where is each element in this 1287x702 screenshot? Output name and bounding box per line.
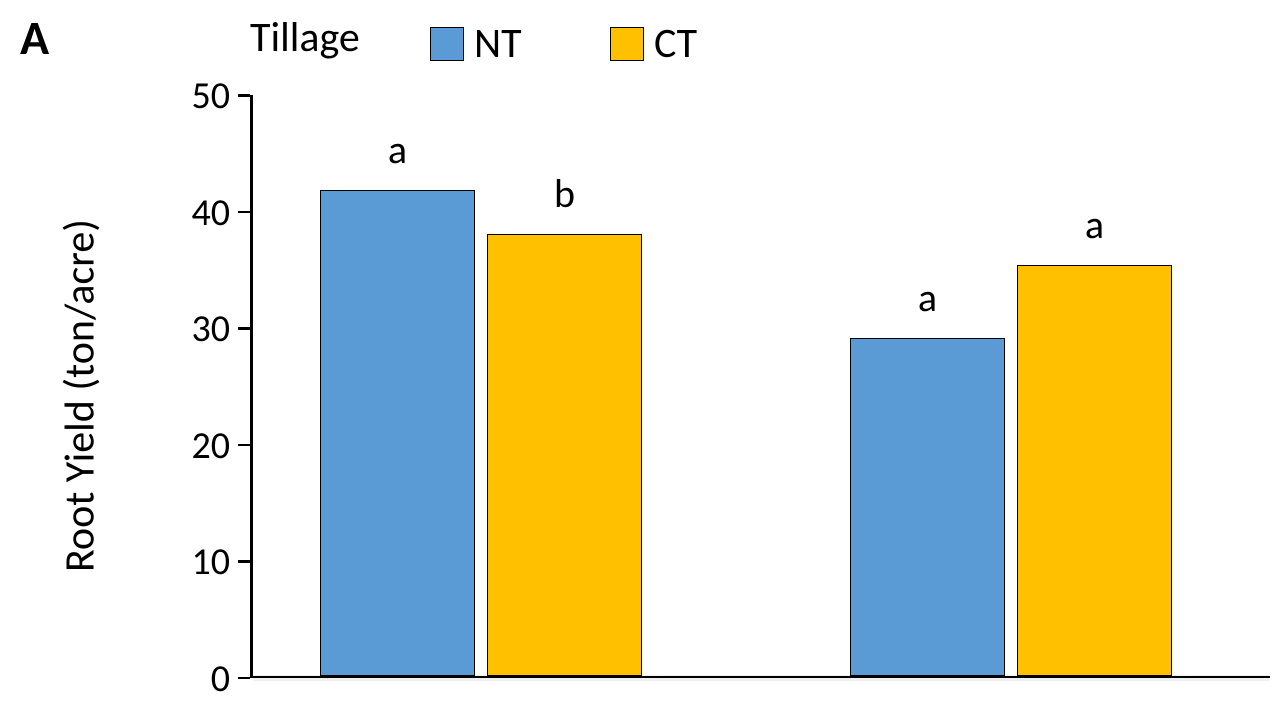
- y-tick-label-0: 0: [170, 656, 230, 702]
- y-tick-label-20: 20: [170, 423, 230, 469]
- plot-area: a b a a: [250, 95, 1270, 678]
- y-tick-label-30: 30: [170, 306, 230, 352]
- legend-title: Tillage: [250, 12, 360, 63]
- chart-container: A Tillage NT CT Root Yield (ton/acre) 0 …: [0, 0, 1287, 692]
- y-tick-10: [238, 560, 250, 563]
- legend-label-ct: CT: [654, 18, 697, 69]
- legend-swatch-ct: [610, 27, 644, 61]
- y-tick-label-10: 10: [170, 539, 230, 585]
- bar-g0-nt: [320, 190, 475, 676]
- panel-label: A: [20, 8, 49, 67]
- legend-item-ct: CT: [610, 18, 697, 69]
- y-tick-20: [238, 444, 250, 447]
- bar-annotation-g0-ct: b: [487, 169, 642, 218]
- bar-annotation-g1-nt: a: [850, 273, 1005, 322]
- legend-item-nt: NT: [430, 18, 522, 69]
- y-tick-label-40: 40: [170, 190, 230, 236]
- y-tick-label-50: 50: [170, 73, 230, 119]
- bar-g1-nt: [850, 338, 1005, 676]
- bar-g0-ct: [487, 234, 642, 676]
- y-axis-label: Root Yield (ton/acre): [55, 196, 106, 596]
- legend-swatch-nt: [430, 27, 464, 61]
- y-tick-50: [238, 94, 250, 97]
- y-axis-line: [250, 95, 253, 678]
- bar-annotation-g0-nt: a: [320, 125, 475, 174]
- y-tick-40: [238, 211, 250, 214]
- bar-g1-ct: [1017, 265, 1172, 676]
- y-tick-0: [238, 677, 250, 680]
- legend-label-nt: NT: [474, 18, 522, 69]
- y-tick-30: [238, 327, 250, 330]
- bar-annotation-g1-ct: a: [1017, 200, 1172, 249]
